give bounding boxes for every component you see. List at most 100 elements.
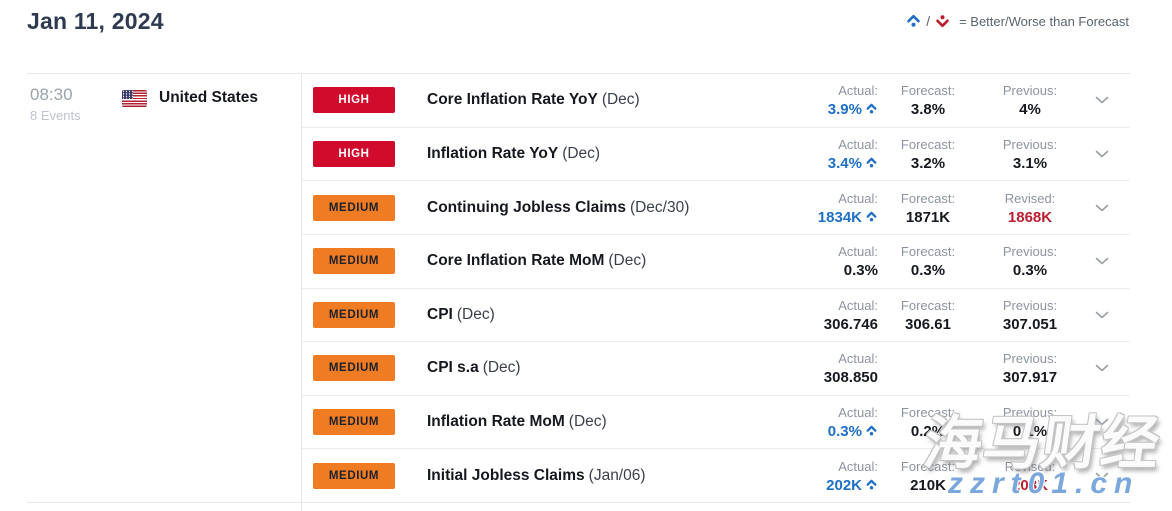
better-arrow-icon xyxy=(866,425,877,436)
previous-label: Previous: xyxy=(1002,351,1058,367)
forecast-label: Forecast: xyxy=(900,136,956,152)
legend-separator: / xyxy=(926,13,931,29)
actual-cell: Actual: 202K xyxy=(758,457,878,495)
page-title: Jan 11, 2024 xyxy=(27,8,164,34)
actual-label: Actual: xyxy=(838,83,878,99)
actual-value: 306.746 xyxy=(823,315,878,333)
previous-cell: Revised: 1868K xyxy=(978,189,1082,227)
event-title: Continuing Jobless Claims xyxy=(427,198,626,216)
previous-label: Revised: xyxy=(1004,190,1056,206)
panel-divider xyxy=(301,73,302,511)
actual-label: Actual: xyxy=(838,405,878,421)
previous-label: Previous: xyxy=(1002,136,1058,152)
forecast-cell: Forecast: 306.61 xyxy=(878,296,978,334)
session-events-count: 8 Events xyxy=(30,108,81,123)
actual-cell: Actual: 3.9% xyxy=(758,81,878,119)
events-list: HIGH Core Inflation Rate YoY (Dec) Actual… xyxy=(301,74,1130,502)
event-period: (Dec) xyxy=(568,413,607,431)
actual-cell: Actual: 1834K xyxy=(758,189,878,227)
previous-cell: Previous: 307.051 xyxy=(978,296,1082,334)
event-period: (Dec) xyxy=(601,91,640,109)
previous-label: Revised: xyxy=(1004,458,1056,474)
importance-badge: MEDIUM xyxy=(313,355,395,382)
event-row[interactable]: MEDIUM Core Inflation Rate MoM (Dec) Actu… xyxy=(301,234,1130,289)
event-row[interactable]: MEDIUM Continuing Jobless Claims (Dec/30)… xyxy=(301,181,1130,235)
forecast-value: 210K xyxy=(910,476,946,494)
forecast-label: Forecast: xyxy=(900,244,956,260)
better-arrow-icon xyxy=(866,157,877,168)
forecast-cell: Forecast: 3.2% xyxy=(878,135,978,173)
actual-label: Actual: xyxy=(838,297,878,313)
chevron-down-icon[interactable] xyxy=(1082,364,1122,372)
actual-label: Actual: xyxy=(838,458,878,474)
previous-value: 0.1% xyxy=(1012,423,1048,441)
forecast-label: Forecast: xyxy=(900,405,956,421)
importance-badge: MEDIUM xyxy=(313,248,395,275)
forecast-cell: Forecast: 0.2% xyxy=(878,403,978,441)
forecast-label: Forecast: xyxy=(900,190,956,206)
actual-value: 202K xyxy=(826,476,862,494)
event-row[interactable]: HIGH Core Inflation Rate YoY (Dec) Actual… xyxy=(301,74,1130,128)
previous-value: 307.051 xyxy=(1002,315,1058,333)
better-than-forecast-icon xyxy=(907,14,920,27)
country-name: United States xyxy=(159,89,259,106)
chevron-down-icon[interactable] xyxy=(1082,96,1122,104)
better-arrow-icon xyxy=(866,211,877,221)
forecast-value: 1871K xyxy=(905,208,951,226)
worse-than-forecast-icon xyxy=(936,15,949,28)
calendar-day-section: 08:30 8 Events United States HIGH Core I… xyxy=(27,73,1130,503)
forecast-value: 3.8% xyxy=(910,101,946,119)
event-title: Initial Jobless Claims xyxy=(427,466,585,484)
previous-value: 1868K xyxy=(1007,208,1053,226)
actual-cell: Actual: 0.3% xyxy=(758,403,878,441)
actual-cell: Actual: 3.4% xyxy=(758,135,878,173)
forecast-value: 306.61 xyxy=(905,315,951,333)
forecast-cell: Forecast: 210K xyxy=(878,457,978,495)
event-row[interactable]: MEDIUM Initial Jobless Claims (Jan/06) Ac… xyxy=(301,449,1130,502)
event-row[interactable]: MEDIUM Inflation Rate MoM (Dec) Actual: 0… xyxy=(301,395,1130,450)
importance-badge: MEDIUM xyxy=(313,301,395,328)
legend-text: = Better/Worse than Forecast xyxy=(959,13,1129,29)
event-period: (Dec/30) xyxy=(629,198,690,216)
previous-label: Previous: xyxy=(1002,405,1058,421)
event-row[interactable]: HIGH Inflation Rate YoY (Dec) Actual: 3.4… xyxy=(301,127,1130,182)
chevron-down-icon[interactable] xyxy=(1082,472,1122,480)
chevron-down-icon[interactable] xyxy=(1082,150,1122,158)
previous-label: Previous: xyxy=(1002,244,1058,260)
actual-cell: Actual: 0.3% xyxy=(758,242,878,280)
event-title: Core Inflation Rate MoM xyxy=(427,252,605,270)
event-title: Core Inflation Rate YoY xyxy=(427,91,598,109)
forecast-value: 3.2% xyxy=(910,154,946,172)
previous-label: Previous: xyxy=(1002,297,1058,313)
importance-badge: MEDIUM xyxy=(313,409,395,436)
previous-cell: Previous: 307.917 xyxy=(978,349,1082,387)
previous-value: 4% xyxy=(1019,101,1041,119)
chevron-down-icon[interactable] xyxy=(1082,418,1122,426)
event-title: Inflation Rate YoY xyxy=(427,144,559,162)
country-block: United States xyxy=(122,89,258,107)
actual-value: 0.3% xyxy=(843,262,878,280)
actual-value: 3.9% xyxy=(827,101,862,119)
actual-cell: Actual: 308.850 xyxy=(758,349,878,387)
event-title: Inflation Rate MoM xyxy=(427,413,565,431)
forecast-label: Forecast: xyxy=(900,297,956,313)
better-arrow-icon xyxy=(866,103,877,114)
session-time: 08:30 xyxy=(30,85,73,104)
chevron-down-icon[interactable] xyxy=(1082,257,1122,265)
actual-value: 308.850 xyxy=(823,369,878,387)
event-row[interactable]: MEDIUM CPI (Dec) Actual: 306.746 Forecast… xyxy=(301,288,1130,343)
event-period: (Jan/06) xyxy=(588,466,646,484)
importance-badge: MEDIUM xyxy=(313,194,395,221)
chevron-down-icon[interactable] xyxy=(1082,204,1122,212)
importance-badge: HIGH xyxy=(313,140,395,167)
previous-cell: Revised: 203K xyxy=(978,457,1082,495)
actual-value: 0.3% xyxy=(827,423,862,441)
previous-cell: Previous: 0.1% xyxy=(978,403,1082,441)
event-title: CPI s.a xyxy=(427,359,479,377)
event-title: CPI xyxy=(427,305,453,323)
previous-value: 0.3% xyxy=(1012,262,1048,280)
chevron-down-icon[interactable] xyxy=(1082,311,1122,319)
forecast-cell: Forecast: 3.8% xyxy=(878,81,978,119)
event-row[interactable]: MEDIUM CPI s.a (Dec) Actual: 308.850 Prev… xyxy=(301,342,1130,396)
forecast-cell: Forecast: 1871K xyxy=(878,189,978,227)
